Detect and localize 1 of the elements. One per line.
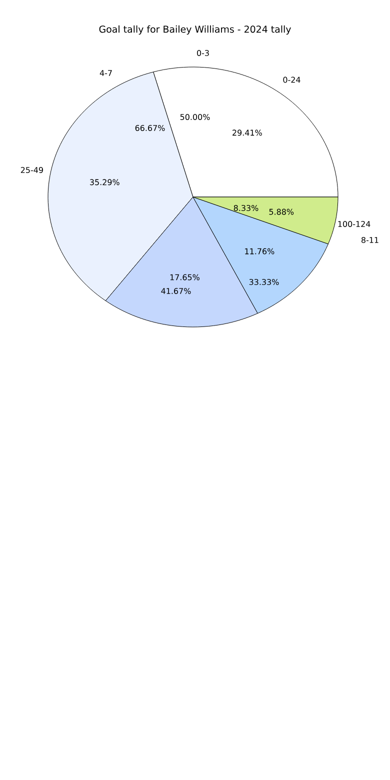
chart-title: Goal tally for Bailey Williams - 2024 tally xyxy=(99,25,291,35)
